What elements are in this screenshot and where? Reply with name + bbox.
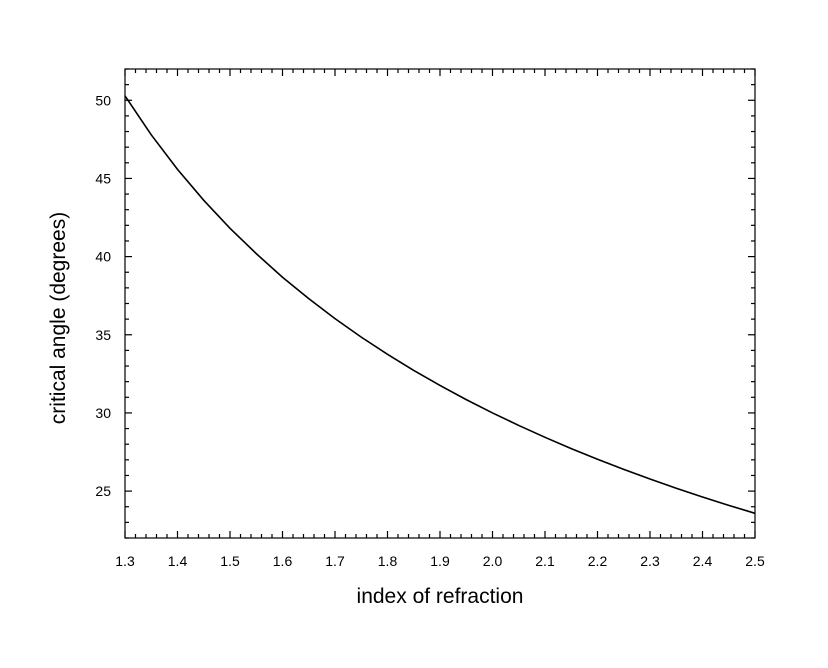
x-tick-label: 1.7: [325, 553, 345, 569]
y-axis-title: critical angle (degrees): [47, 212, 70, 424]
x-tick-label: 2.2: [588, 553, 608, 569]
x-axis-title: index of refraction: [357, 585, 524, 608]
y-tick-labels: 25 30 35 40 45 50: [95, 92, 111, 499]
y-tick-label: 25: [95, 483, 111, 499]
x-tick-label: 2.3: [640, 553, 660, 569]
x-tick-labels: 1.3 1.4 1.5 1.6 1.7 1.8 1.9 2.0 2.1 2.2 2.3 2.4 2.5: [115, 553, 765, 569]
x-tick-label: 2.5: [745, 553, 765, 569]
minor-ticks: [125, 68, 755, 539]
x-tick-label: 1.5: [220, 553, 240, 569]
x-tick-label: 2.0: [483, 553, 503, 569]
y-tick-label: 35: [95, 327, 111, 343]
x-tick-label: 1.3: [115, 553, 135, 569]
x-tick-label: 2.4: [693, 553, 713, 569]
major-ticks: [124, 69, 756, 538]
y-tick-label: 30: [95, 405, 111, 421]
x-tick-label: 1.8: [378, 553, 398, 569]
series-line: [124, 95, 756, 515]
x-tick-label: 1.6: [273, 553, 293, 569]
x-tick-label: 1.4: [168, 553, 188, 569]
y-tick-label: 40: [95, 249, 111, 265]
plot-frame: [124, 68, 756, 539]
y-tick-label: 45: [95, 170, 111, 186]
x-tick-label: 2.1: [535, 553, 555, 569]
x-tick-label: 1.9: [430, 553, 450, 569]
y-tick-label: 50: [95, 92, 111, 108]
